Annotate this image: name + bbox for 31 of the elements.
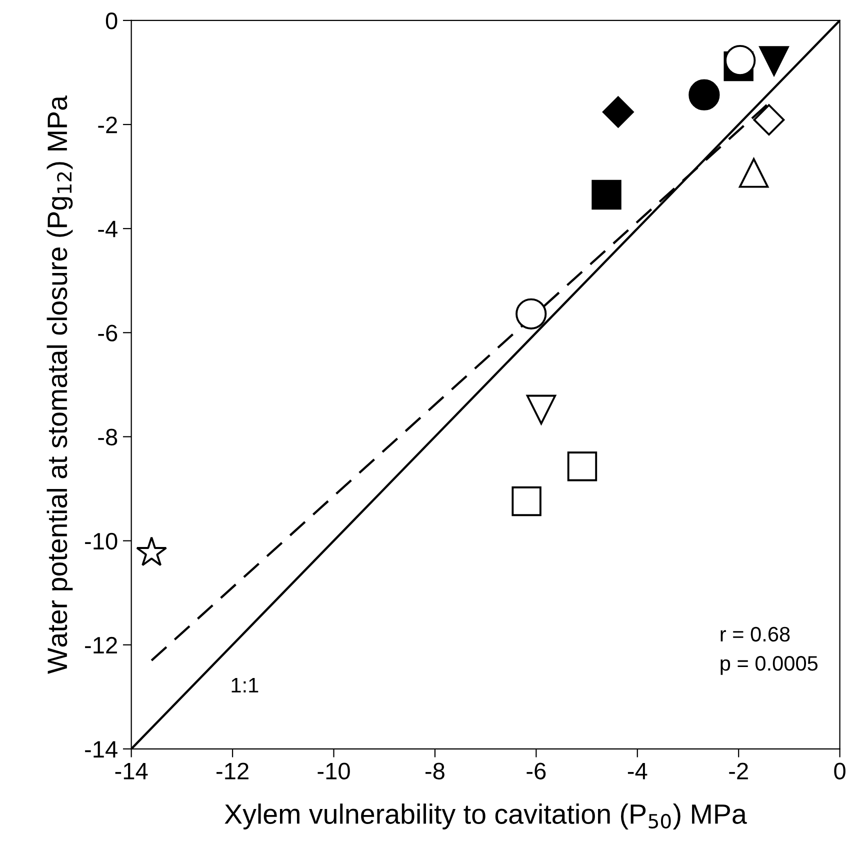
point (512, 486, 542, 516)
point (592, 180, 622, 210)
x-tick-label: -8 (426, 762, 444, 780)
x-tick-label: -4 (628, 762, 648, 780)
x-axis-title: Xylem vulnerability to cavitation (P$_{50}$) MPa (224, 804, 747, 830)
point (759, 46, 789, 76)
point (526, 394, 556, 425)
y-tick-label: -6 (98, 324, 118, 342)
x-tick-label: -12 (216, 762, 248, 780)
point (738, 158, 769, 188)
y-tick-label: -4 (98, 220, 118, 238)
point (724, 44, 756, 76)
x-tick-label: -2 (729, 762, 748, 780)
y-tick-label: -12 (85, 636, 117, 654)
annotation: 1:1 (232, 678, 258, 692)
annotation: r = 0.68 (720, 626, 790, 642)
x-tick-label: 0 (834, 762, 846, 780)
point (602, 96, 634, 128)
point (688, 79, 720, 110)
annotation: p = 0.0005 (720, 656, 818, 675)
y-tick-label: -8 (98, 428, 118, 446)
x-tick-label: -6 (526, 762, 546, 780)
y-tick-label: -14 (85, 741, 118, 758)
y-axis-title: Water potential at stomatal closure (Pg$_{12}$) MPa (46, 96, 73, 674)
y-tick-label: -10 (85, 532, 118, 550)
point (136, 536, 168, 566)
point (567, 452, 598, 482)
y-tick-label: 0 (106, 12, 118, 30)
x-tick-label: -14 (115, 762, 148, 780)
x-tick-label: -10 (318, 762, 350, 780)
y-tick-label: -2 (98, 116, 117, 134)
